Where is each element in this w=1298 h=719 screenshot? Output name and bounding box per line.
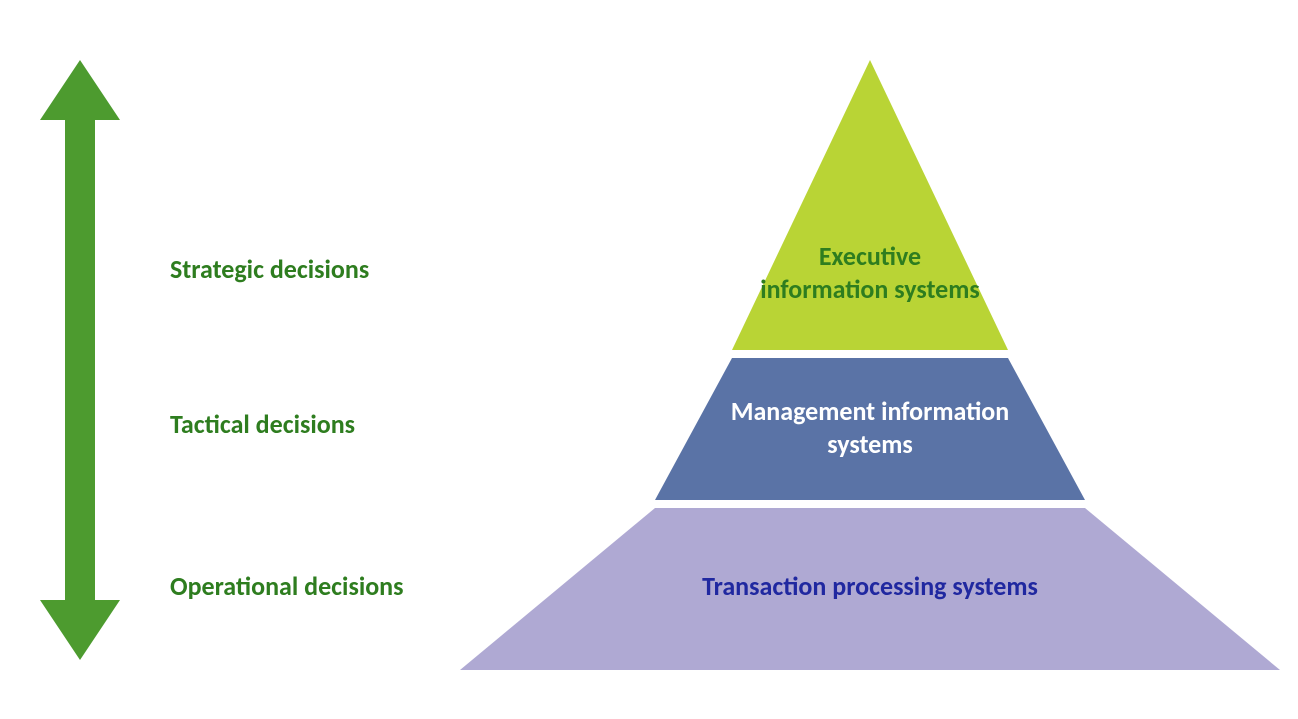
label-strategic: Strategic decisions bbox=[170, 253, 369, 285]
tier-top-line1: Executive bbox=[819, 240, 921, 272]
decision-labels-group: Strategic decisions Tactical decisions O… bbox=[170, 0, 470, 719]
pyramid: Executive information systems Management… bbox=[460, 50, 1280, 670]
arrow-shape bbox=[40, 60, 120, 660]
tier-middle-line1: Management information bbox=[731, 395, 1009, 427]
label-operational: Operational decisions bbox=[170, 570, 404, 602]
tier-label-bottom: Transaction processing systems bbox=[570, 570, 1170, 603]
diagram-container: Strategic decisions Tactical decisions O… bbox=[0, 0, 1298, 719]
tier-label-top: Executive information systems bbox=[720, 240, 1020, 305]
tier-middle-line2: systems bbox=[827, 428, 913, 460]
tier-bottom-line1: Transaction processing systems bbox=[702, 570, 1038, 602]
tier-top-line2: information systems bbox=[760, 273, 980, 305]
label-tactical: Tactical decisions bbox=[170, 408, 355, 440]
tier-label-middle: Management information systems bbox=[690, 395, 1050, 460]
pyramid-tier-top bbox=[732, 60, 1008, 350]
double-arrow-icon bbox=[40, 60, 120, 660]
